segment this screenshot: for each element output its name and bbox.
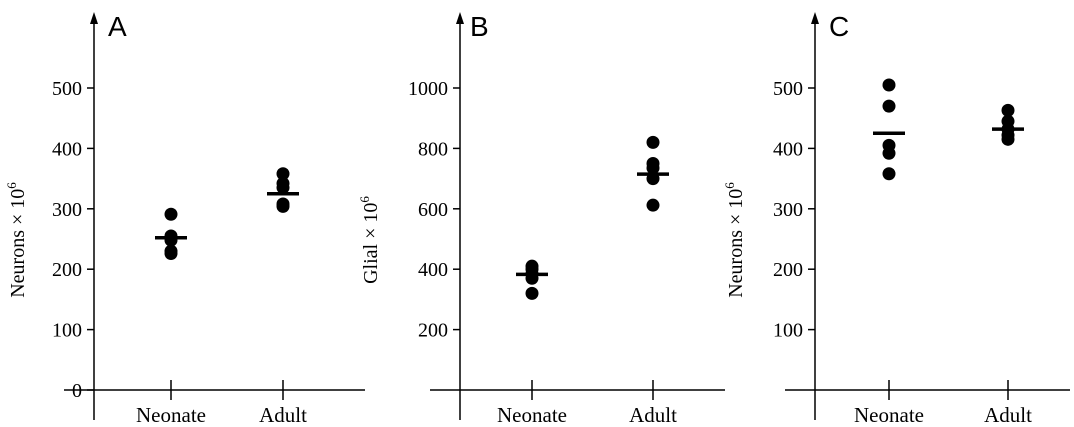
data-point-neonate — [525, 286, 539, 300]
y-tick-label: 800 — [418, 138, 448, 160]
y-tick-label: 400 — [418, 259, 448, 281]
y-tick-label: 300 — [52, 199, 82, 221]
y-axis-title-exponent: 6 — [722, 182, 737, 189]
panel-b: B 200 400 600 800 1000 Glial × 106 Neonate Adult — [357, 11, 725, 427]
panel-letter: C — [829, 11, 849, 42]
y-tick-label: 200 — [52, 259, 82, 281]
y-axis-title: Neurons × 106 — [4, 182, 29, 298]
y-axis-title-main: Glial × 10 — [360, 203, 382, 284]
y-axis-title: Neurons × 106 — [722, 182, 747, 298]
y-axis-title-main: Neurons × 10 — [7, 189, 29, 298]
y-axis-title-main: Neurons × 10 — [725, 189, 747, 298]
data-point-neonate — [882, 146, 896, 160]
y-axis-title-exponent: 6 — [357, 196, 372, 203]
y-tick-label: 1000 — [408, 78, 448, 100]
y-tick-label: 600 — [418, 199, 448, 221]
x-category-label: Adult — [984, 403, 1032, 427]
panel-letter: B — [470, 11, 489, 42]
y-axis-arrow — [811, 12, 819, 24]
data-point-adult — [276, 181, 290, 195]
y-tick-label: 200 — [773, 259, 803, 281]
x-category-label: Neonate — [136, 403, 206, 427]
y-axis-arrow — [90, 12, 98, 24]
data-point-neonate — [882, 167, 896, 181]
data-point-neonate — [164, 246, 178, 260]
y-axis-arrow — [456, 12, 464, 24]
data-point-adult — [646, 161, 660, 175]
y-tick-label: 200 — [418, 320, 448, 342]
x-category-label: Adult — [629, 403, 677, 427]
y-axis-title: Glial × 106 — [357, 196, 382, 284]
y-tick-label: 100 — [52, 320, 82, 342]
x-category-label: Neonate — [854, 403, 924, 427]
data-point-adult — [1001, 103, 1015, 117]
data-point-neonate — [882, 78, 896, 92]
data-point-adult — [646, 135, 660, 149]
y-tick-label: 100 — [773, 320, 803, 342]
panel-letter: A — [108, 11, 127, 42]
y-tick-label: 400 — [52, 138, 82, 160]
data-point-adult — [646, 198, 660, 212]
data-point-adult — [276, 199, 290, 213]
data-point-neonate — [882, 99, 896, 113]
y-tick-label: 300 — [773, 199, 803, 221]
data-point-adult — [1001, 132, 1015, 146]
x-category-label: Neonate — [497, 403, 567, 427]
y-tick-label: 0 — [72, 380, 82, 402]
y-axis-title-exponent: 6 — [4, 182, 19, 189]
panel-a: A 0 100 200 300 400 500 Neurons × 106 Neonate Adu… — [4, 11, 365, 427]
y-tick-label: 500 — [773, 78, 803, 100]
y-tick-label: 500 — [52, 78, 82, 100]
data-point-neonate — [164, 207, 178, 221]
y-tick-label: 400 — [773, 138, 803, 160]
x-category-label: Adult — [259, 403, 307, 427]
data-point-adult — [276, 167, 290, 181]
panel-c: C 100 200 300 400 500 Neurons × 106 Neonate Adul… — [722, 11, 1070, 427]
